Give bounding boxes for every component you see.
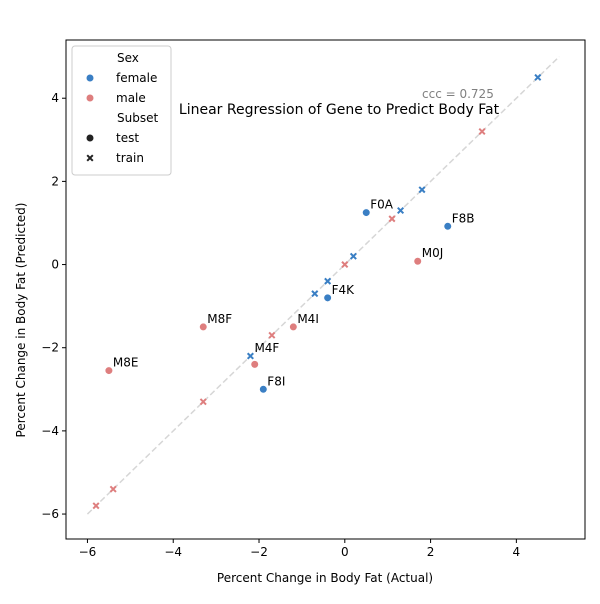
data-point: [324, 277, 332, 285]
y-tick-label: −2: [41, 341, 59, 355]
data-point: [199, 322, 208, 332]
legend-title-subset: Subset: [117, 111, 158, 125]
data-point: [92, 502, 100, 510]
data-point: [362, 208, 371, 217]
data-point: [478, 127, 486, 135]
data-point: [534, 73, 542, 81]
point-label: M4F: [254, 341, 279, 355]
legend: Sex female male Subset test train: [71, 45, 172, 176]
data-point: [268, 331, 276, 339]
axis-ticks: −6 −4 −2 0 2 4 −6 −4 −2 0 2 4: [41, 91, 520, 559]
data-point: [413, 257, 422, 266]
point-label: F8B: [452, 211, 475, 225]
data-point: [311, 290, 319, 298]
y-axis-label: Percent Change in Body Fat (Predicted): [14, 203, 28, 438]
legend-title-sex: Sex: [117, 51, 139, 65]
data-point: [388, 215, 396, 223]
x-tick-label: −4: [164, 545, 182, 559]
x-axis-label: Percent Change in Body Fat (Actual): [217, 571, 433, 585]
data-point: [418, 186, 426, 194]
x-tick-label: 0: [341, 545, 349, 559]
x-tick-label: 2: [427, 545, 435, 559]
point-label: M4I: [297, 312, 319, 326]
data-point: [250, 360, 259, 369]
point-label: M8F: [207, 312, 232, 326]
y-tick-label: 0: [51, 258, 59, 272]
point-label: M0J: [422, 246, 444, 260]
data-point: [341, 261, 349, 269]
ccc-annotation: ccc = 0.725: [422, 87, 494, 101]
data-point: [349, 252, 357, 260]
chart-title: Linear Regression of Gene to Predict Bod…: [179, 102, 500, 118]
point-label: F0A: [370, 198, 394, 212]
x-tick-label: −2: [250, 545, 268, 559]
plot-frame: [65, 39, 586, 540]
y-tick-label: 2: [51, 174, 59, 188]
point-label: F4K: [332, 283, 356, 297]
legend-label-female: female: [116, 71, 157, 85]
point-label: F8I: [267, 374, 285, 388]
y-tick-label: 4: [51, 91, 59, 105]
legend-marker-female: [86, 74, 94, 82]
legend-box: [71, 45, 172, 176]
data-point: [104, 366, 113, 375]
data-point: [246, 352, 254, 360]
data-point: [109, 485, 117, 493]
data-point: [199, 398, 207, 406]
legend-marker-test: [85, 133, 95, 143]
y-tick-label: −6: [41, 507, 59, 521]
x-tick-label: 4: [513, 545, 521, 559]
legend-label-test: test: [116, 131, 139, 145]
data-point: [259, 385, 268, 394]
legend-marker-male: [86, 94, 94, 102]
legend-label-male: male: [116, 91, 146, 105]
y-tick-label: −4: [41, 424, 59, 438]
identity-line: [86, 56, 560, 515]
data-point: [397, 206, 405, 214]
x-tick-label: −6: [79, 545, 97, 559]
point-label: M8E: [113, 356, 139, 370]
legend-marker-train: [86, 154, 94, 162]
plot-area: ccc = 0.725 M8E M8F M4I M0J F8I F4K F0A F8B M4F: [86, 56, 560, 515]
data-point: [289, 322, 298, 332]
legend-label-train: train: [116, 151, 144, 165]
data-point: [323, 293, 332, 302]
data-point: [443, 222, 452, 231]
